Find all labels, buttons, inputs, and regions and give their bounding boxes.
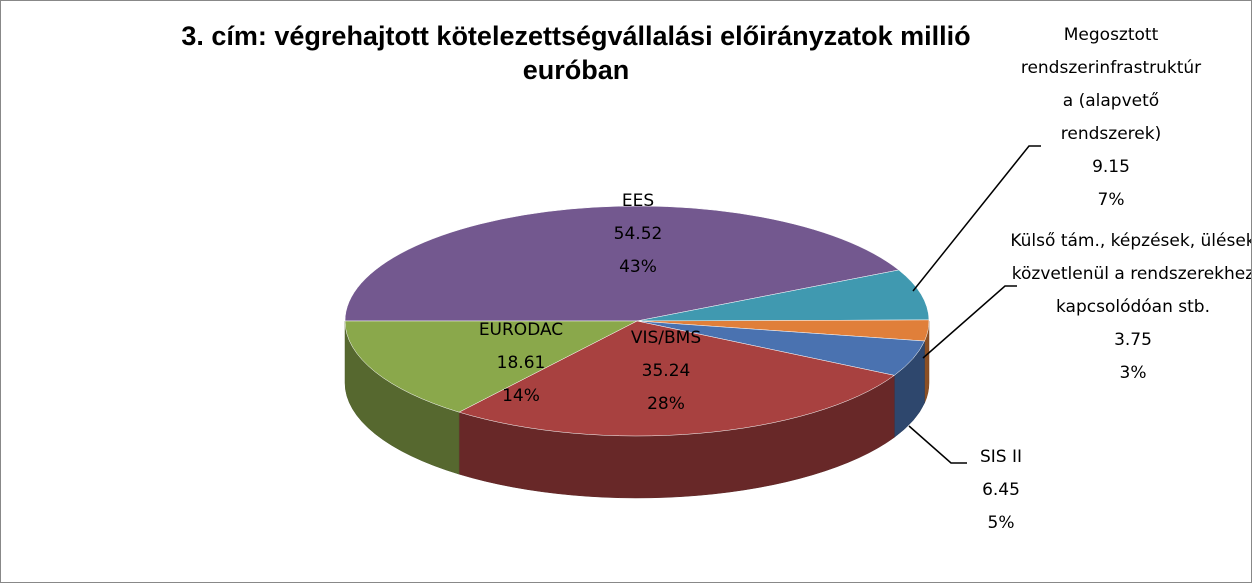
slice [458,320,895,437]
slice-percent: 5% [987,513,1015,533]
slice-value: 6.45 [982,480,1020,500]
slice-value: 54.52 [613,224,663,244]
slice-value: 35.24 [641,361,691,381]
chart-title: 3. cím: végrehajtott kötelezettségvállal… [181,21,971,85]
slice-name: SIS II [979,447,1023,467]
data-label: SIS II 6.45 5% [961,441,1041,540]
data-label: Külső tám., képzések, ülések közvetlenül… [1008,225,1252,390]
data-label: Megosztott rendszerinfrastruktúra (alapv… [1019,19,1204,217]
data-label: VIS/BMS 35.24 28% [606,322,726,421]
slice-value: 3.75 [1114,330,1152,350]
data-label: EES 54.52 43% [578,185,698,284]
slice-value: 9.15 [1092,157,1130,177]
slice-percent: 43% [619,257,657,277]
slice-name: EURODAC [478,320,564,340]
slice-name: EES [621,191,655,211]
slice-name: Megosztott rendszerinfrastruktúra (alapv… [1020,25,1202,144]
slice [636,269,930,322]
slice-value: 18.61 [496,353,546,373]
slice-percent: 14% [502,386,540,406]
data-label: EURODAC 18.61 14% [461,314,581,413]
slice [344,320,638,413]
leader-line [922,285,1017,359]
slice-name: Külső tám., képzések, ülések közvetlenül… [1010,231,1252,317]
leader-line [908,425,967,464]
leader-line [912,145,1041,292]
slice-percent: 28% [647,394,685,414]
slice-percent: 3% [1119,363,1147,383]
slice-name: VIS/BMS [630,328,702,348]
slice [344,205,900,322]
slice-percent: 7% [1097,190,1125,210]
